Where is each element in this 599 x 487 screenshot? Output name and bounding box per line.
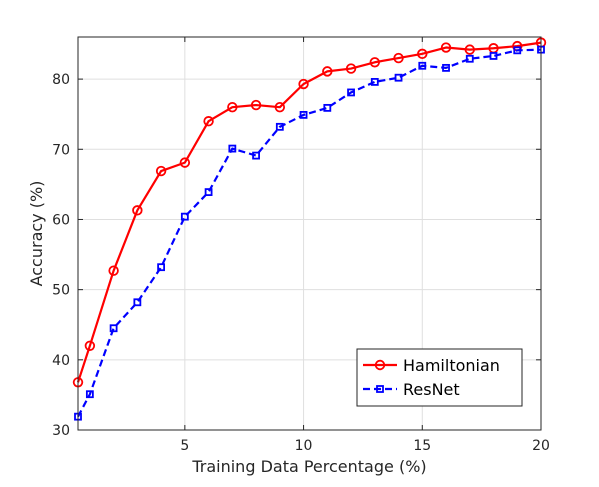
data-point [109, 324, 118, 333]
x-tick-label: 15 [413, 438, 431, 454]
legend-marker [376, 385, 384, 393]
data-point [347, 88, 355, 97]
data-point [323, 103, 332, 112]
data-point [275, 122, 284, 131]
data-point [440, 42, 452, 53]
data-point [393, 52, 404, 64]
data-point [250, 99, 262, 111]
series-line [77, 48, 542, 418]
y-tick-label: 40 [52, 353, 70, 369]
x-tick-label: 5 [180, 438, 189, 454]
y-tick-label: 70 [52, 142, 70, 158]
data-point [369, 57, 380, 68]
y-tick-label: 60 [52, 212, 70, 228]
data-point [84, 340, 96, 351]
x-tick-label: 20 [532, 438, 550, 454]
data-point [299, 110, 308, 119]
data-point [85, 390, 94, 399]
data-point [465, 54, 474, 63]
data-point [417, 48, 428, 60]
legend-label: Hamiltonian [403, 356, 500, 375]
series-line [76, 41, 542, 383]
data-point [227, 101, 238, 113]
y-tick-label: 50 [52, 283, 70, 299]
data-point [464, 44, 475, 55]
y-axis-label: Accuracy (%) [27, 181, 46, 287]
data-point [203, 116, 214, 127]
data-point [298, 78, 309, 90]
data-point [345, 63, 357, 74]
legend-box [356, 348, 523, 407]
data-point [489, 52, 498, 60]
data-point [157, 263, 166, 272]
data-point [418, 61, 427, 70]
y-tick-label: 30 [52, 423, 70, 439]
data-point [322, 66, 333, 77]
data-point [442, 63, 450, 72]
legend-marker [374, 359, 386, 371]
data-point [204, 188, 213, 196]
data-point [132, 205, 143, 216]
data-point [394, 73, 403, 82]
data-point [228, 144, 237, 153]
x-tick-label: 10 [295, 438, 313, 454]
data-point [180, 212, 189, 221]
y-tick-label: 80 [52, 72, 70, 88]
axes-frame [77, 36, 542, 431]
data-point [179, 157, 191, 168]
data-point [108, 265, 119, 276]
x-axis-label: Training Data Percentage (%) [191, 457, 426, 476]
legend-label: ResNet [403, 380, 460, 399]
data-point [513, 46, 522, 55]
data-point [155, 165, 167, 177]
data-point [370, 78, 379, 86]
data-point [274, 101, 286, 113]
data-point [133, 298, 142, 307]
data-point [252, 151, 260, 160]
